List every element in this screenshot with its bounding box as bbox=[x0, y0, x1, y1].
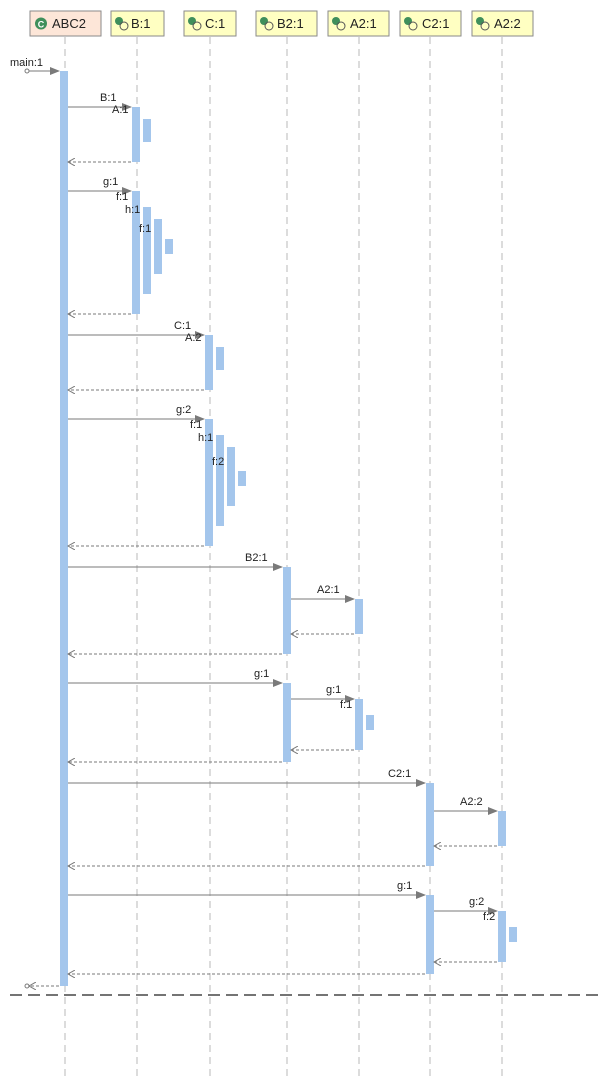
messages: B:1 A:1 g:1 f:1 h:1 f:1 C:1 A:2 g:2 f:1 … bbox=[24, 92, 498, 988]
activation-c2-1 bbox=[426, 783, 434, 866]
lifeline-header-b1[interactable]: B:1 bbox=[110, 10, 165, 37]
instance-icon bbox=[404, 17, 412, 25]
message-label: A:2 bbox=[185, 332, 202, 344]
activation-b1-f2 bbox=[165, 239, 173, 254]
instance-icon bbox=[476, 17, 484, 25]
activation-c1-h bbox=[227, 447, 235, 506]
message-label: f:1 bbox=[139, 223, 151, 235]
activation-a2-2 bbox=[498, 811, 506, 846]
lifeline-label: C2:1 bbox=[422, 16, 449, 31]
svg-text:C: C bbox=[38, 20, 45, 30]
message-label: A2:2 bbox=[460, 796, 483, 808]
message-label: A2:1 bbox=[317, 584, 340, 596]
message-label: f:1 bbox=[190, 419, 202, 431]
activation-c1-f2 bbox=[238, 471, 246, 486]
activation-b1 bbox=[132, 107, 140, 162]
class-icon bbox=[35, 17, 47, 30]
message-label: g:2 bbox=[469, 896, 484, 908]
instance-icon bbox=[188, 17, 196, 25]
message-label: f:2 bbox=[212, 456, 224, 468]
activation-a2-1-f bbox=[366, 715, 374, 730]
activation-a2-1 bbox=[355, 599, 363, 634]
activation-b2-1-g bbox=[283, 683, 291, 762]
activation-c1-g bbox=[205, 419, 213, 546]
message-label: g:1 bbox=[397, 880, 412, 892]
activations bbox=[60, 71, 517, 986]
instance-icon bbox=[115, 17, 123, 25]
lifelines bbox=[64, 37, 503, 1078]
activation-c2-1-g bbox=[426, 895, 434, 974]
lifeline-label: B2:1 bbox=[277, 16, 304, 31]
activation-b1-g bbox=[132, 191, 140, 314]
lifeline-label: B:1 bbox=[131, 16, 151, 31]
message-label: f:1 bbox=[116, 191, 128, 203]
lifeline-label: C:1 bbox=[205, 16, 225, 31]
message-label: h:1 bbox=[125, 204, 140, 216]
activation-b1-f bbox=[143, 207, 151, 294]
activation-b1-h bbox=[154, 219, 162, 274]
message-label: g:1 bbox=[254, 668, 269, 680]
lifeline-header-a2-2[interactable]: A2:2 bbox=[471, 10, 534, 37]
message-label: C:1 bbox=[174, 320, 191, 332]
message-label: g:2 bbox=[176, 404, 191, 416]
message-label: A:1 bbox=[112, 104, 129, 116]
message-label: g:1 bbox=[103, 176, 118, 188]
lifeline-header-a2-1[interactable]: A2:1 bbox=[327, 10, 390, 37]
activation-c1 bbox=[205, 335, 213, 390]
activation-c1-f bbox=[216, 435, 224, 526]
message-label: B:1 bbox=[100, 92, 117, 104]
message-label: f:1 bbox=[340, 699, 352, 711]
instance-icon bbox=[332, 17, 340, 25]
message-label: g:1 bbox=[326, 684, 341, 696]
activation-b1-a bbox=[143, 119, 151, 142]
lifeline-header-abc2[interactable]: C ABC2 bbox=[29, 10, 102, 37]
message-label: C2:1 bbox=[388, 768, 411, 780]
activation-abc2-main bbox=[60, 71, 68, 986]
lifeline-label: A2:2 bbox=[494, 16, 521, 31]
lifeline-label: A2:1 bbox=[350, 16, 377, 31]
instance-icon bbox=[260, 17, 268, 25]
activation-a2-1-g bbox=[355, 699, 363, 750]
activation-b2-1 bbox=[283, 567, 291, 654]
message-label: B2:1 bbox=[245, 552, 268, 564]
lifeline-header-c1[interactable]: C:1 bbox=[183, 10, 237, 37]
activation-a2-2-g bbox=[498, 911, 506, 962]
lifeline-header-c2-1[interactable]: C2:1 bbox=[399, 10, 462, 37]
lifeline-header-b2-1[interactable]: B2:1 bbox=[255, 10, 318, 37]
message-label: main:1 bbox=[10, 57, 43, 69]
message-label: f:2 bbox=[483, 911, 495, 923]
activation-c1-a bbox=[216, 347, 224, 370]
activation-a2-2-f bbox=[509, 927, 517, 942]
message-label: h:1 bbox=[198, 432, 213, 444]
entry-message[interactable]: main:1 bbox=[10, 57, 60, 75]
lifeline-label: ABC2 bbox=[52, 16, 86, 31]
